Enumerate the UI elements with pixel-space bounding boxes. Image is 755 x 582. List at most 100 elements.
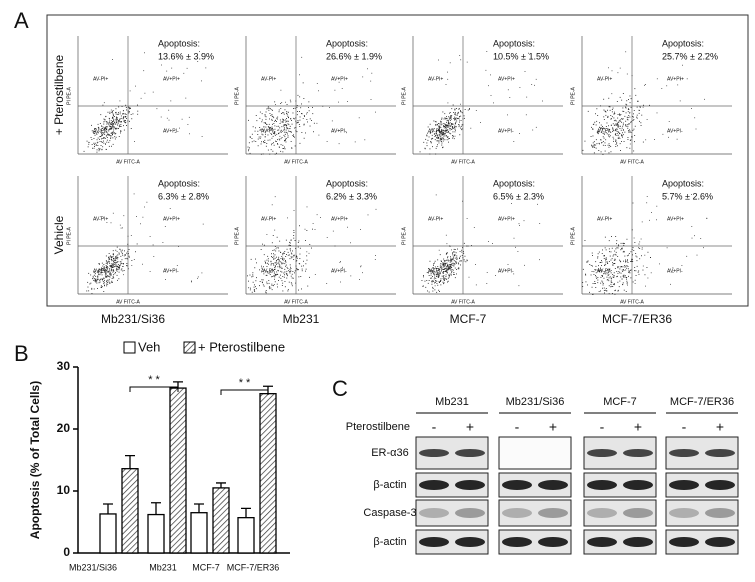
event-dot bbox=[271, 128, 273, 130]
event-dot bbox=[434, 262, 435, 264]
event-dot bbox=[96, 278, 98, 280]
event-dot bbox=[285, 265, 286, 267]
event-dot bbox=[103, 283, 105, 285]
event-dot bbox=[110, 259, 112, 260]
event-dot bbox=[599, 262, 601, 263]
event-dot bbox=[111, 127, 113, 128]
event-dot bbox=[609, 268, 611, 270]
bar bbox=[169, 387, 187, 554]
event-dot bbox=[450, 116, 452, 118]
event-dot bbox=[342, 266, 343, 268]
event-dot bbox=[629, 95, 631, 97]
event-dot bbox=[631, 258, 632, 260]
event-dot bbox=[144, 206, 145, 208]
event-dot bbox=[437, 144, 438, 146]
event-dot bbox=[299, 96, 301, 98]
event-dot bbox=[603, 137, 605, 139]
event-dot bbox=[287, 115, 289, 117]
event-dot bbox=[435, 121, 437, 123]
event-dot bbox=[309, 276, 310, 278]
event-dot bbox=[109, 276, 111, 278]
quadrant-label: AV-PI+ bbox=[93, 216, 108, 222]
event-dot bbox=[457, 112, 459, 114]
event-dot bbox=[439, 264, 441, 266]
apoptosis-label: Apoptosis: bbox=[493, 178, 535, 188]
event-dot bbox=[87, 286, 89, 288]
blot-band bbox=[587, 449, 617, 457]
event-dot bbox=[602, 126, 603, 127]
event-dot bbox=[122, 118, 124, 120]
event-dot bbox=[105, 260, 107, 262]
event-dot bbox=[269, 153, 271, 155]
event-dot bbox=[608, 280, 610, 282]
event-dot bbox=[97, 278, 99, 280]
event-dot bbox=[108, 271, 110, 273]
event-dot bbox=[117, 254, 119, 256]
event-dot bbox=[116, 251, 118, 252]
event-dot bbox=[121, 249, 123, 251]
event-dot bbox=[252, 126, 254, 128]
event-dot bbox=[634, 141, 635, 143]
event-dot bbox=[273, 284, 275, 285]
event-dot bbox=[447, 257, 448, 259]
blot-band bbox=[455, 537, 485, 547]
event-dot bbox=[599, 143, 600, 145]
event-dot bbox=[604, 265, 605, 266]
event-dot bbox=[627, 119, 629, 121]
event-dot bbox=[117, 265, 118, 267]
event-dot bbox=[676, 138, 678, 140]
event-dot bbox=[451, 272, 452, 274]
event-dot bbox=[429, 260, 431, 262]
event-dot bbox=[109, 283, 111, 284]
event-dot bbox=[666, 247, 668, 249]
event-dot bbox=[110, 120, 112, 122]
event-dot bbox=[614, 263, 616, 264]
event-dot bbox=[535, 78, 537, 80]
event-dot bbox=[442, 281, 444, 283]
event-dot bbox=[307, 121, 308, 123]
event-dot bbox=[115, 120, 117, 122]
event-dot bbox=[272, 116, 274, 118]
event-dot bbox=[286, 111, 288, 112]
event-dot bbox=[442, 134, 443, 135]
event-dot bbox=[613, 117, 615, 119]
event-dot bbox=[623, 250, 625, 252]
event-dot bbox=[691, 108, 692, 109]
event-dot bbox=[294, 136, 295, 138]
event-dot bbox=[276, 262, 278, 264]
event-dot bbox=[617, 267, 619, 269]
event-dot bbox=[367, 68, 368, 70]
event-dot bbox=[118, 136, 120, 137]
event-dot bbox=[266, 123, 267, 125]
event-dot bbox=[121, 106, 123, 107]
event-dot bbox=[639, 120, 640, 122]
event-dot bbox=[450, 118, 452, 120]
event-dot bbox=[438, 130, 440, 132]
event-dot bbox=[441, 141, 442, 142]
event-dot bbox=[630, 98, 632, 100]
event-dot bbox=[170, 100, 172, 102]
blot-band bbox=[455, 480, 485, 490]
event-dot bbox=[306, 113, 307, 115]
event-dot bbox=[268, 280, 270, 281]
event-dot bbox=[122, 254, 123, 256]
event-dot bbox=[430, 269, 432, 271]
event-dot bbox=[112, 124, 114, 126]
event-dot bbox=[610, 278, 612, 280]
event-dot bbox=[523, 220, 525, 222]
event-dot bbox=[267, 106, 269, 108]
event-dot bbox=[102, 278, 104, 280]
event-dot bbox=[627, 111, 629, 113]
event-dot bbox=[94, 134, 96, 136]
event-dot bbox=[460, 111, 462, 113]
event-dot bbox=[607, 262, 608, 264]
event-dot bbox=[128, 111, 130, 113]
event-dot bbox=[440, 266, 442, 267]
event-dot bbox=[430, 272, 432, 274]
event-dot bbox=[644, 274, 646, 276]
x-axis-label: AV FITC-A bbox=[116, 299, 140, 305]
event-dot bbox=[291, 273, 293, 275]
event-dot bbox=[362, 76, 364, 78]
event-dot bbox=[615, 124, 617, 126]
event-dot bbox=[454, 251, 456, 253]
